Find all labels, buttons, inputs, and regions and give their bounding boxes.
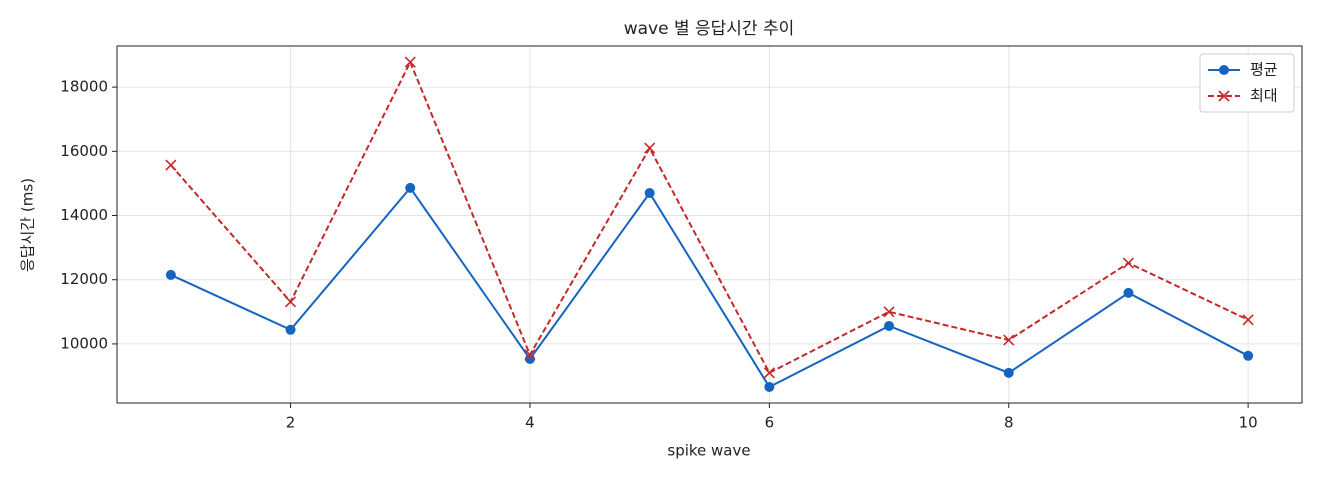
data-point [1123, 287, 1134, 298]
x-tick-label: 4 [525, 414, 535, 432]
data-point [284, 296, 297, 308]
data-point [644, 142, 656, 154]
y-axis-label: 응답시간 (ms) [19, 178, 37, 272]
y-tick-label: 18000 [60, 78, 108, 96]
data-point [165, 269, 176, 280]
data-point [404, 56, 416, 68]
data-point [405, 182, 416, 193]
data-point [884, 320, 895, 331]
x-tick-label: 6 [765, 414, 775, 432]
x-tick-label: 10 [1239, 414, 1258, 432]
data-point [644, 188, 655, 199]
legend-label: 평균 [1250, 61, 1278, 79]
y-tick-label: 16000 [60, 142, 108, 160]
data-point [1242, 314, 1254, 326]
data-point [1003, 367, 1014, 378]
x-axis-label: spike wave [667, 442, 750, 460]
y-tick-label: 14000 [60, 206, 108, 224]
legend-marker [1219, 65, 1229, 75]
data-point [285, 324, 296, 335]
data-point [524, 349, 536, 361]
series-line [170, 59, 1249, 375]
data-point [764, 381, 775, 392]
data-point [883, 306, 895, 318]
legend-box [1199, 53, 1295, 113]
data-point [1243, 350, 1254, 361]
x-tick-label: 8 [1004, 414, 1014, 432]
series-line [170, 186, 1249, 389]
y-tick-label: 10000 [60, 334, 108, 352]
data-point [1122, 257, 1135, 269]
data-point [763, 367, 775, 379]
data-point [165, 159, 177, 171]
legend-label: 최대 [1250, 87, 1278, 105]
plot-frame [116, 45, 1303, 404]
legend-marker [1218, 90, 1230, 102]
y-tick-label: 12000 [60, 270, 108, 288]
x-tick-label: 2 [286, 414, 296, 432]
data-point [1003, 334, 1015, 346]
chart-title: wave 별 응답시간 추이 [624, 19, 795, 39]
